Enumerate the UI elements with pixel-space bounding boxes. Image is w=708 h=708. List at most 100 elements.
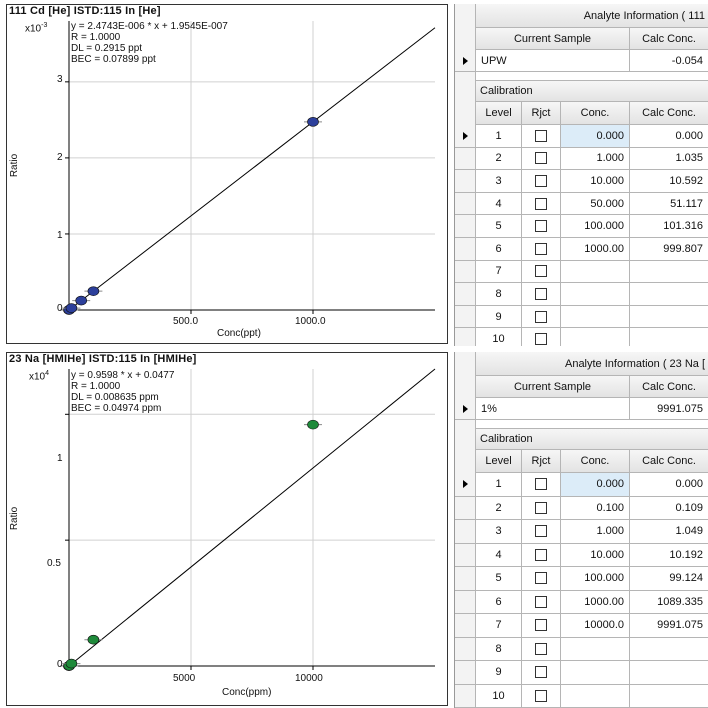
calibration-level[interactable]: 1 (476, 473, 522, 497)
calibration-calc-conc[interactable]: 999.807 (630, 238, 708, 261)
reject-checkbox-cell[interactable] (522, 147, 561, 171)
reject-checkbox[interactable] (535, 642, 547, 655)
reject-checkbox-cell[interactable] (522, 684, 561, 708)
calibration-row-header[interactable] (455, 590, 476, 614)
top-col-level[interactable]: Level (476, 102, 522, 125)
calibration-level[interactable]: 9 (476, 305, 522, 329)
bottom-sample-row-marker[interactable] (455, 398, 476, 420)
calibration-level[interactable]: 8 (476, 283, 522, 306)
bottom-col-rjct[interactable]: Rjct (522, 450, 561, 473)
reject-checkbox-cell[interactable] (522, 238, 561, 261)
calibration-calc-conc[interactable]: 0.109 (630, 497, 708, 520)
calibration-conc[interactable]: 10000.0 (561, 614, 630, 638)
calibration-conc[interactable]: 100.000 (561, 215, 630, 238)
reject-checkbox[interactable] (535, 548, 547, 561)
calibration-level[interactable]: 5 (476, 567, 522, 591)
bottom-plot-panel[interactable]: 23 Na [HMIHe] ISTD:115 In [HMIHe] x104 y… (6, 352, 448, 706)
calibration-calc-conc[interactable]: 9991.075 (630, 614, 708, 638)
reject-checkbox-cell[interactable] (522, 215, 561, 238)
reject-checkbox-cell[interactable] (522, 328, 561, 346)
top-col-calc-conc[interactable]: Calc Conc. (630, 102, 708, 125)
calibration-calc-conc[interactable]: 10.192 (630, 544, 708, 567)
reject-checkbox[interactable] (535, 174, 547, 187)
reject-checkbox-cell[interactable] (522, 305, 561, 329)
calibration-row-header[interactable] (455, 473, 476, 497)
reject-checkbox-cell[interactable] (522, 125, 561, 148)
calibration-row-header[interactable] (455, 661, 476, 685)
reject-checkbox-cell[interactable] (522, 614, 561, 638)
calibration-row-header[interactable] (455, 637, 476, 661)
calibration-conc[interactable] (561, 283, 630, 306)
calibration-row-header[interactable] (455, 305, 476, 329)
calibration-calc-conc[interactable] (630, 685, 708, 708)
calibration-row-header[interactable] (455, 125, 476, 148)
calibration-calc-conc[interactable]: 1.035 (630, 148, 708, 171)
reject-checkbox[interactable] (535, 287, 547, 300)
calibration-calc-conc[interactable]: 101.316 (630, 215, 708, 238)
calibration-level[interactable]: 10 (476, 328, 522, 346)
calibration-conc[interactable]: 1000.00 (561, 590, 630, 614)
calibration-calc-conc[interactable]: 99.124 (630, 567, 708, 591)
top-sample-name[interactable]: UPW (476, 50, 630, 72)
bottom-col-calc-conc[interactable]: Calc Conc. (630, 450, 708, 473)
reject-checkbox-cell[interactable] (522, 260, 561, 284)
calibration-conc[interactable] (561, 637, 630, 661)
reject-checkbox-cell[interactable] (522, 170, 561, 193)
calibration-level[interactable]: 4 (476, 543, 522, 567)
calibration-row-header[interactable] (455, 215, 476, 238)
calibration-calc-conc[interactable] (630, 306, 708, 329)
calibration-conc[interactable] (561, 305, 630, 329)
top-analyte-table[interactable]: Analyte Information ( 111 Current Sample… (454, 4, 708, 346)
reject-checkbox-cell[interactable] (522, 473, 561, 497)
reject-checkbox[interactable] (535, 478, 547, 491)
reject-checkbox[interactable] (535, 595, 547, 608)
calibration-calc-conc[interactable] (630, 638, 708, 661)
calibration-row-header[interactable] (455, 684, 476, 708)
reject-checkbox[interactable] (535, 129, 547, 142)
calibration-calc-conc[interactable] (630, 261, 708, 284)
calibration-level[interactable]: 2 (476, 147, 522, 171)
reject-checkbox[interactable] (535, 310, 547, 323)
reject-checkbox[interactable] (535, 619, 547, 632)
bottom-analyte-table[interactable]: Analyte Information ( 23 Na [ Current Sa… (454, 352, 708, 708)
top-col-rjct[interactable]: Rjct (522, 102, 561, 125)
calibration-level[interactable]: 6 (476, 590, 522, 614)
calibration-level[interactable]: 3 (476, 170, 522, 193)
reject-checkbox[interactable] (535, 572, 547, 585)
calibration-conc[interactable]: 10.000 (561, 170, 630, 193)
calibration-calc-conc[interactable]: 51.117 (630, 193, 708, 216)
reject-checkbox[interactable] (535, 197, 547, 210)
calibration-row-header[interactable] (455, 192, 476, 216)
reject-checkbox-cell[interactable] (522, 543, 561, 567)
top-plot-panel[interactable]: 111 Cd [He] ISTD:115 In [He] x10-3 y = 2… (6, 4, 448, 344)
bottom-col-level[interactable]: Level (476, 450, 522, 473)
calibration-calc-conc[interactable]: 0.000 (630, 125, 708, 148)
calibration-row-header[interactable] (455, 328, 476, 346)
reject-checkbox-cell[interactable] (522, 590, 561, 614)
reject-checkbox[interactable] (535, 220, 547, 233)
calibration-conc[interactable]: 10.000 (561, 543, 630, 567)
calibration-level[interactable]: 5 (476, 215, 522, 238)
calibration-row-header[interactable] (455, 614, 476, 638)
calibration-conc[interactable]: 50.000 (561, 192, 630, 216)
reject-checkbox-cell[interactable] (522, 283, 561, 306)
calibration-conc[interactable]: 0.000 (561, 125, 630, 148)
calibration-level[interactable]: 8 (476, 637, 522, 661)
bottom-sample-value[interactable]: 9991.075 (630, 398, 708, 420)
reject-checkbox-cell[interactable] (522, 496, 561, 520)
calibration-conc[interactable]: 1.000 (561, 520, 630, 544)
calibration-level[interactable]: 7 (476, 260, 522, 284)
reject-checkbox[interactable] (535, 242, 547, 255)
calibration-calc-conc[interactable] (630, 283, 708, 306)
calibration-row-header[interactable] (455, 170, 476, 193)
calibration-row-header[interactable] (455, 238, 476, 261)
calibration-row-header[interactable] (455, 260, 476, 284)
calibration-row-header[interactable] (455, 283, 476, 306)
calibration-level[interactable]: 9 (476, 661, 522, 685)
calibration-conc[interactable]: 100.000 (561, 567, 630, 591)
calibration-level[interactable]: 7 (476, 614, 522, 638)
reject-checkbox[interactable] (535, 152, 547, 165)
bottom-sample-name[interactable]: 1% (476, 398, 630, 420)
calibration-conc[interactable] (561, 328, 630, 346)
calibration-conc[interactable] (561, 684, 630, 708)
